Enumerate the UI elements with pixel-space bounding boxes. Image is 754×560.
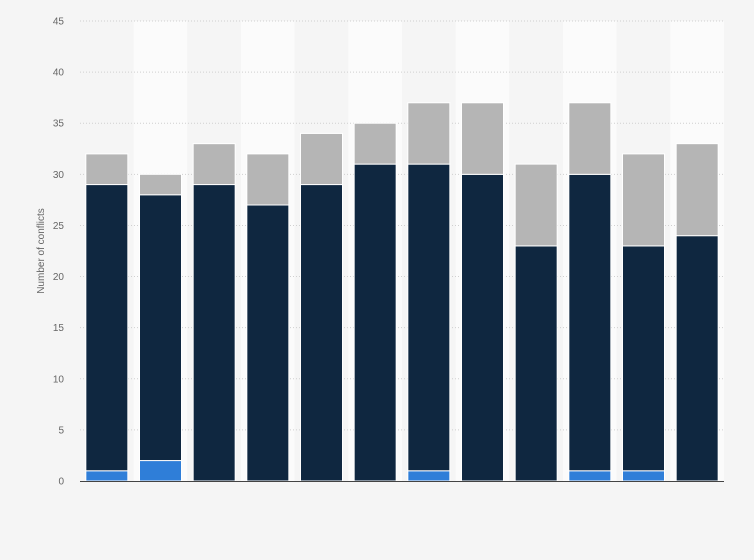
bar-segment[interactable] xyxy=(675,235,719,482)
bar-segment[interactable] xyxy=(300,132,343,186)
bar-segment[interactable] xyxy=(85,153,129,186)
y-tick-label: 5 xyxy=(58,425,64,436)
bar-segment[interactable] xyxy=(246,204,290,482)
y-tick-label: 0 xyxy=(58,477,64,488)
y-tick-label: 20 xyxy=(53,272,65,283)
bar-segment[interactable] xyxy=(622,153,665,247)
bar-segment[interactable] xyxy=(139,173,182,196)
bar-segment[interactable] xyxy=(407,470,451,482)
gridlines xyxy=(80,20,724,431)
bar-segment[interactable] xyxy=(353,163,397,482)
bar-segment[interactable] xyxy=(139,194,182,462)
bar-segment[interactable] xyxy=(85,184,129,472)
bar-segment[interactable] xyxy=(675,143,719,237)
bar-segment[interactable] xyxy=(192,184,236,482)
bar-segment[interactable] xyxy=(461,102,504,175)
bars xyxy=(85,102,719,482)
y-axis-title: Number of conflicts xyxy=(36,208,47,294)
y-tick-label: 40 xyxy=(53,68,65,79)
y-tick-label: 25 xyxy=(53,221,65,232)
bar-segment[interactable] xyxy=(514,163,558,247)
bar-segment[interactable] xyxy=(568,173,612,472)
y-tick-label: 35 xyxy=(53,119,65,130)
bar-segment[interactable] xyxy=(85,470,129,482)
y-axis: 0 5 10 15 20 25 30 35 40 45 xyxy=(53,17,65,488)
y-tick-label: 10 xyxy=(53,374,65,385)
bar-segment[interactable] xyxy=(139,460,182,482)
y-tick-label: 45 xyxy=(53,17,65,28)
bar-segment[interactable] xyxy=(514,245,558,482)
bar-segment[interactable] xyxy=(622,470,665,482)
bar-segment[interactable] xyxy=(353,122,397,165)
bar-segment[interactable] xyxy=(246,153,290,206)
y-tick-label: 15 xyxy=(53,323,65,334)
bar-segment[interactable] xyxy=(407,102,451,165)
bar-segment[interactable] xyxy=(407,163,451,472)
bar-segment[interactable] xyxy=(622,245,665,472)
bar-segment[interactable] xyxy=(568,102,612,175)
y-tick-label: 30 xyxy=(53,170,65,181)
bar-segment[interactable] xyxy=(568,470,612,482)
bar-segment[interactable] xyxy=(300,184,343,482)
bar-segment[interactable] xyxy=(461,173,504,482)
bar-segment[interactable] xyxy=(192,143,236,186)
